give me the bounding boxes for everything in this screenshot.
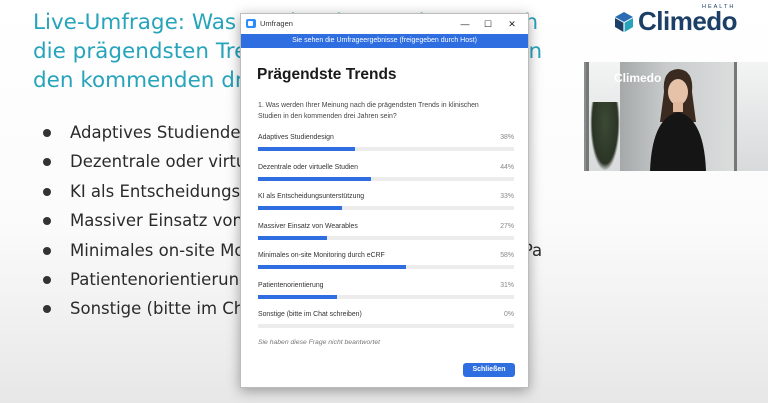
not-answered-note: Sie haben diese Frage nicht beantwortet (258, 339, 381, 346)
option-bar-track (258, 324, 514, 328)
option-percent: 44% (500, 163, 514, 171)
poll-option: Massiver Einsatz von Wearables 27% (258, 223, 514, 253)
option-bar-track (258, 176, 514, 181)
option-percent: 58% (500, 252, 514, 259)
speaker-video: Climedo (584, 62, 768, 171)
poll-option: KI als Entscheidungsunterstützung 33% (258, 193, 514, 223)
poll-results-window: Umfragen — ☐ ✕ Sie sehen die Umfrageerge… (240, 13, 529, 388)
logo-wordmark: Climedo (638, 6, 738, 36)
slide-bullet: Adaptives Studiendesign (40, 118, 542, 147)
option-percent: 27% (500, 222, 514, 230)
speaker-avatar (650, 69, 706, 171)
close-button[interactable]: Schließen (463, 363, 515, 377)
climedo-cube-icon (615, 12, 633, 32)
maximize-button[interactable]: ☐ (483, 19, 493, 29)
option-bar-track (258, 147, 514, 151)
option-bar-track (258, 265, 514, 269)
option-bar-fill (258, 176, 371, 181)
option-bar-track (258, 235, 514, 240)
window-close-button[interactable]: ✕ (508, 19, 516, 29)
poll-option: Minimales on-site Monitoring durch eCRF … (258, 252, 514, 282)
window-titlebar[interactable]: Umfragen — ☐ ✕ (241, 14, 528, 34)
option-bar-track (258, 206, 514, 210)
slide-bullet: Patientenorientierung (40, 265, 542, 294)
option-percent: 0% (504, 311, 514, 318)
option-bar-fill (258, 206, 343, 210)
poll-title: Prägendste Trends (257, 66, 397, 83)
poll-option: Patientenorientierung 31% (258, 282, 514, 312)
results-shared-banner: Sie sehen die Umfrageergebnisse (freigeg… (241, 34, 528, 48)
option-bar-fill (258, 294, 338, 299)
option-label: KI als Entscheidungsunterstützung (258, 193, 365, 200)
option-percent: 38% (500, 134, 514, 141)
option-label: Adaptives Studiendesign (258, 134, 334, 141)
option-bar-fill (258, 235, 328, 240)
option-percent: 31% (500, 281, 514, 289)
window-title: Umfragen (260, 19, 293, 28)
zoom-app-icon (246, 19, 256, 28)
option-bar-fill (258, 147, 356, 151)
logo-tagline: HEALTH (702, 4, 736, 10)
option-label: Minimales on-site Monitoring durch eCRF (258, 252, 385, 259)
video-logo-text: Climedo (614, 71, 662, 85)
option-label: Sonstige (bitte im Chat schreiben) (258, 311, 362, 318)
climedo-logo: HEALTH Climedo (612, 4, 762, 38)
option-bar-track (258, 294, 514, 299)
option-label: Dezentrale oder virtuelle Studien (258, 163, 358, 171)
plant-decoration (590, 102, 620, 171)
option-percent: 33% (500, 193, 514, 200)
poll-option: Sonstige (bitte im Chat schreiben) 0% (258, 311, 514, 341)
poll-question: 1. Was werden Ihrer Meinung nach die prä… (258, 102, 479, 120)
minimize-button[interactable]: — (460, 19, 470, 29)
option-label: Massiver Einsatz von Wearables (258, 222, 358, 230)
option-bar-fill (258, 265, 407, 269)
option-label: Patientenorientierung (258, 281, 324, 289)
poll-option: Dezentrale oder virtuelle Studien 44% (258, 164, 514, 194)
poll-options: Adaptives Studiendesign 38% Dezentrale o… (258, 134, 514, 341)
poll-option: Adaptives Studiendesign 38% (258, 134, 514, 164)
